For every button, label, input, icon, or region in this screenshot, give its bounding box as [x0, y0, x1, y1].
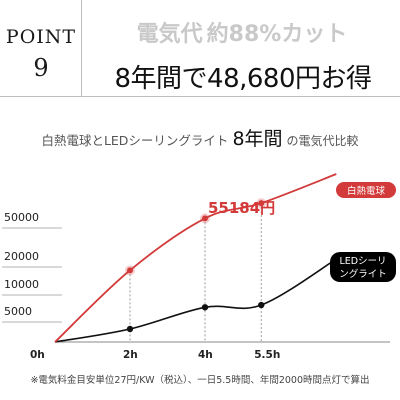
- x-tick-label: 4h: [198, 349, 213, 361]
- footnote: ※電気料金目安単位27円/KW（税込）、一日5.5時間、年間2000時間点灯で算…: [30, 375, 370, 386]
- led-legend-badge: [330, 252, 396, 282]
- incandescent-data-point: [258, 200, 265, 207]
- header-divider: [0, 96, 400, 97]
- chart-title-suffix: の電気代比較: [286, 134, 359, 148]
- chart-title-compare: 白熱電球とLEDシーリングライト: [41, 133, 229, 148]
- led-legend-label-line1: LEDシーリ: [339, 256, 386, 267]
- y-tick-label: 10000: [4, 278, 39, 291]
- incandescent-data-point: [127, 267, 133, 274]
- led-data-point: [201, 304, 209, 311]
- point-badge: POINT 9: [0, 0, 82, 96]
- incandescent-legend-badge: [336, 182, 396, 198]
- incandescent-legend-label: 白熱電球: [347, 185, 386, 197]
- incandescent-data-point: [202, 215, 208, 222]
- cost-comparison-chart: 5000 10000 20000 50000 0h 2h 4h 5.5h 55184円 白熱電球 L…: [2, 173, 396, 361]
- headline-line1: 電気代 約88%カット: [92, 16, 392, 48]
- x-tick-label: 5.5h: [254, 349, 280, 361]
- point-label: POINT: [5, 26, 77, 48]
- y-tick-label: 5000: [4, 305, 32, 318]
- headline-electricity: 電気代: [136, 22, 203, 47]
- led-data-point: [258, 301, 265, 309]
- y-tick-label: 20000: [4, 250, 39, 263]
- led-legend-label-line2: ングライト: [339, 268, 387, 280]
- incandescent-series-line: [54, 173, 337, 343]
- chart-title-period: 8年間: [232, 128, 283, 150]
- x-tick-label: 0h: [30, 349, 45, 361]
- headline-line2: 8年間で48,680円お得: [114, 64, 372, 94]
- point-number: 9: [33, 54, 49, 82]
- peak-annotation: 55184円: [208, 199, 275, 217]
- led-data-point: [126, 325, 134, 333]
- chart-title: 白熱電球とLEDシーリングライト 8年間 の電気代比較: [0, 124, 400, 151]
- headline-cut: 約88%カット: [206, 22, 348, 47]
- x-tick-label: 2h: [123, 349, 138, 361]
- y-tick-label: 50000: [4, 211, 39, 224]
